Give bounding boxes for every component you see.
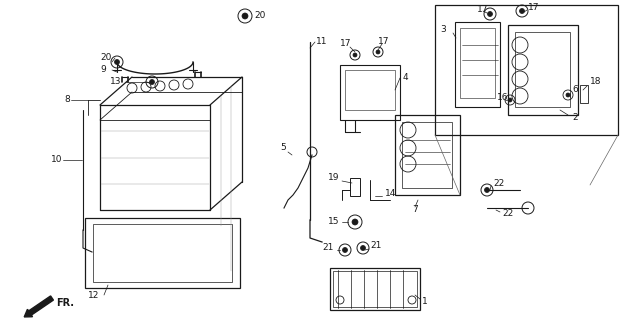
Text: 7: 7 [412, 205, 417, 214]
Text: 9: 9 [100, 66, 105, 75]
Circle shape [150, 79, 155, 84]
Text: 16: 16 [497, 93, 509, 102]
Text: 5: 5 [280, 143, 286, 153]
Text: 19: 19 [328, 173, 339, 182]
Text: 15: 15 [328, 218, 339, 227]
Circle shape [353, 53, 357, 57]
Text: 11: 11 [316, 37, 328, 46]
Text: 17: 17 [340, 39, 351, 49]
Bar [435, 5, 618, 135]
Circle shape [566, 93, 570, 97]
Text: FR.: FR. [56, 298, 74, 308]
Circle shape [242, 13, 248, 19]
Bar [85, 218, 240, 288]
Bar [333, 271, 417, 307]
Circle shape [508, 98, 512, 102]
Text: 2: 2 [572, 114, 578, 123]
Text: 4: 4 [403, 74, 409, 83]
Bar [330, 268, 420, 310]
Bar [508, 25, 578, 115]
Bar [340, 65, 400, 120]
Text: 18: 18 [590, 77, 602, 86]
Circle shape [520, 9, 525, 13]
Bar [350, 178, 360, 196]
Bar [93, 224, 232, 282]
Text: 8: 8 [64, 95, 70, 105]
Bar [515, 32, 570, 107]
Text: 21: 21 [370, 242, 381, 251]
Bar [580, 85, 588, 103]
Text: 17: 17 [378, 36, 389, 45]
Text: 10: 10 [51, 156, 62, 164]
Circle shape [114, 60, 120, 65]
Text: 6: 6 [572, 85, 578, 94]
Text: 21: 21 [322, 244, 333, 252]
Text: 1: 1 [422, 298, 427, 307]
Text: 20: 20 [100, 53, 111, 62]
FancyArrow shape [24, 296, 54, 317]
Circle shape [376, 50, 380, 54]
Circle shape [343, 247, 348, 252]
Text: 17: 17 [528, 4, 540, 12]
Text: 14: 14 [385, 188, 396, 197]
Text: 13: 13 [110, 77, 122, 86]
Bar [455, 22, 500, 107]
Text: 12: 12 [88, 291, 99, 300]
Bar [402, 122, 452, 188]
Circle shape [352, 219, 358, 225]
Text: 20: 20 [254, 11, 265, 20]
Bar [345, 70, 395, 110]
Text: 17: 17 [477, 5, 489, 14]
Bar [460, 28, 495, 98]
Bar [395, 115, 460, 195]
Circle shape [487, 12, 492, 17]
Text: 3: 3 [440, 26, 446, 35]
Circle shape [361, 245, 366, 251]
Text: 22: 22 [502, 210, 514, 219]
Text: 22: 22 [493, 179, 504, 188]
Circle shape [484, 188, 489, 193]
